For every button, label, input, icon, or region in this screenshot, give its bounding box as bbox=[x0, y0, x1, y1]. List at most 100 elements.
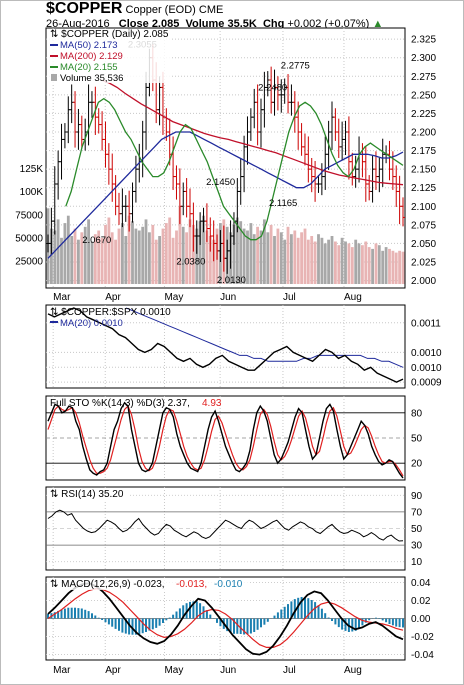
macd-histogram-bar bbox=[141, 618, 144, 634]
price-legend-bg bbox=[48, 29, 170, 83]
x-axis-label: Apr bbox=[105, 292, 121, 303]
volume-bar bbox=[168, 217, 172, 284]
volume-bar bbox=[212, 239, 216, 284]
volume-bar bbox=[97, 230, 101, 284]
volume-bar bbox=[256, 226, 259, 284]
price-y-tick-label: 2.200 bbox=[411, 128, 436, 139]
macd-histogram-bar bbox=[124, 618, 127, 634]
price-annotation: 2.2775 bbox=[281, 60, 310, 71]
macd-histogram-bar bbox=[138, 618, 141, 635]
macd-histogram-bar bbox=[375, 617, 377, 619]
macd-histogram-bar bbox=[381, 618, 384, 621]
volume-bar bbox=[296, 237, 300, 284]
volume-bar bbox=[188, 219, 192, 284]
volume-bar bbox=[117, 228, 121, 284]
volume-bar bbox=[151, 224, 155, 284]
price-legend-label: MA(50) 2.173 bbox=[60, 40, 118, 51]
ratio-y-tick-label: 0.0010 bbox=[411, 348, 442, 359]
volume-bar bbox=[171, 237, 175, 284]
price-annotation: 2.0670 bbox=[82, 235, 111, 246]
volume-bar bbox=[202, 215, 205, 284]
volume-bar bbox=[249, 223, 253, 284]
macd-histogram-bar bbox=[91, 613, 93, 619]
macd-histogram-bar bbox=[260, 618, 262, 628]
macd-histogram-bar bbox=[47, 614, 49, 619]
volume-bar bbox=[384, 247, 388, 284]
volume-bar bbox=[259, 230, 263, 284]
volume-bar bbox=[110, 232, 114, 284]
rsi-panel-title: ⇅ RSI(14) 35.20 bbox=[50, 489, 124, 500]
volume-bar bbox=[266, 232, 270, 284]
price-annotation: 2.1450 bbox=[206, 177, 235, 188]
macd-histogram-bar bbox=[97, 617, 100, 619]
sto-y-tick-label: 50 bbox=[411, 434, 423, 445]
macd-histogram-bar bbox=[182, 605, 185, 619]
macd-histogram-bar bbox=[317, 605, 320, 619]
volume-bar bbox=[56, 219, 60, 284]
volume-bar bbox=[178, 206, 182, 284]
volume-bar bbox=[104, 224, 107, 284]
volume-bar bbox=[310, 236, 314, 284]
x-axis-label-bottom: Mar bbox=[53, 665, 71, 676]
volume-bar bbox=[232, 224, 236, 284]
volume-bar bbox=[161, 228, 165, 284]
macd-histogram-bar bbox=[195, 601, 198, 619]
volume-bar bbox=[361, 245, 364, 284]
x-axis-label-bottom: Jul bbox=[283, 665, 296, 676]
volume-bar bbox=[246, 230, 249, 284]
macd-histogram-bar bbox=[354, 618, 357, 631]
x-axis-label-bottom: May bbox=[164, 665, 183, 676]
macd-histogram-bar bbox=[361, 618, 364, 626]
volume-bar bbox=[303, 228, 307, 284]
volume-bar bbox=[320, 237, 324, 284]
macd-histogram-bar bbox=[151, 618, 154, 630]
volume-bar bbox=[357, 243, 361, 284]
macd-histogram-bar bbox=[402, 618, 404, 628]
volume-bar bbox=[279, 232, 283, 284]
ratio-y-tick-label: 0.0009 bbox=[411, 378, 442, 389]
volume-bar bbox=[313, 241, 317, 284]
macd-histogram-bar bbox=[378, 618, 381, 619]
macd-y-tick-label: 0.02 bbox=[411, 596, 431, 607]
price-y-tick-label: 2.050 bbox=[411, 239, 436, 250]
macd-histogram-bar bbox=[118, 618, 120, 631]
x-axis-label-bottom: Aug bbox=[344, 665, 362, 676]
volume-bar bbox=[154, 239, 158, 284]
volume-bar bbox=[377, 245, 381, 284]
volume-bar bbox=[137, 230, 141, 284]
macd-histogram-bar bbox=[101, 618, 104, 620]
macd-histogram-bar bbox=[337, 618, 340, 628]
volume-bar bbox=[93, 234, 97, 284]
volume-bar bbox=[269, 224, 273, 284]
sto-y-tick-label: 80 bbox=[411, 408, 423, 419]
volume-tick-label: 50000 bbox=[15, 233, 43, 244]
macd-line bbox=[47, 582, 404, 656]
macd-histogram-bar bbox=[273, 615, 276, 619]
macd-y-tick-label: 0.00 bbox=[411, 614, 431, 625]
macd-histogram-bar bbox=[57, 610, 60, 619]
macd-histogram-bar bbox=[266, 618, 269, 622]
macd-histogram-bar bbox=[385, 618, 388, 623]
price-y-tick-label: 2.275 bbox=[411, 72, 436, 83]
close-value: 2.085 bbox=[151, 18, 180, 30]
macd-panel-title: ⇅ MACD(12,26,9) -0.023, bbox=[50, 579, 165, 590]
price-annotation: 2.0380 bbox=[176, 256, 205, 267]
volume-bar bbox=[273, 236, 276, 284]
macd-histogram-bar bbox=[77, 608, 80, 619]
chg-value: +0.002 (+0.07%) bbox=[287, 18, 370, 30]
up-arrow-icon: ▲ bbox=[372, 18, 384, 30]
volume-bar bbox=[263, 219, 266, 284]
volume-bar bbox=[185, 232, 188, 284]
macd-hist-value: -0.010 bbox=[214, 579, 243, 590]
macd-histogram-bar bbox=[74, 607, 76, 619]
macd-histogram-bar bbox=[388, 618, 391, 624]
volume-bar bbox=[90, 241, 94, 284]
volume-bar bbox=[66, 215, 70, 284]
macd-histogram-bar bbox=[364, 618, 367, 623]
volume-bar bbox=[114, 239, 117, 284]
macd-histogram-bar bbox=[226, 618, 229, 632]
macd-histogram-bar bbox=[134, 618, 137, 635]
macd-histogram-bar bbox=[236, 618, 239, 634]
